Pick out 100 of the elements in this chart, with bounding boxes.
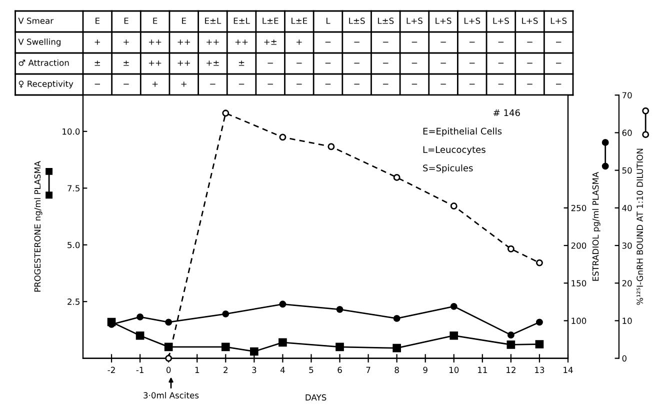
text: +± <box>264 40 276 45</box>
text: − <box>268 84 273 85</box>
text: − <box>383 62 388 64</box>
text: L±S <box>378 18 394 24</box>
text: ++ <box>178 40 190 45</box>
text: ++ <box>148 40 162 45</box>
text: − <box>296 84 302 85</box>
text: − <box>210 84 216 85</box>
annotation: # 146 <box>494 109 520 116</box>
text: ± <box>238 60 244 66</box>
x-tick-label: 13 <box>535 366 544 374</box>
text: L+S <box>406 18 422 24</box>
y3-axis-title: %¹²⁵I-GnRH BOUND AT 1:10 DILUTION <box>636 148 643 305</box>
text: L+S <box>493 18 509 24</box>
text: − <box>412 84 418 85</box>
text: + <box>296 40 302 45</box>
text: − <box>354 42 360 43</box>
y2-tick-label: 200 <box>571 242 586 249</box>
text: − <box>556 42 562 43</box>
text: − <box>498 62 504 64</box>
y-tick-label: 7.5 <box>68 185 80 192</box>
x-tick-label: 1 <box>195 366 199 373</box>
text: − <box>527 42 532 43</box>
text: − <box>556 84 562 85</box>
text: 3·0ml Ascites <box>144 392 199 398</box>
text: − <box>527 84 532 85</box>
text: ++ <box>235 40 248 45</box>
text: E <box>153 18 158 24</box>
text: − <box>498 84 504 85</box>
x-tick-label: 0 <box>166 366 171 374</box>
text: − <box>124 84 129 85</box>
y-tick-label: 2.5 <box>68 298 80 305</box>
y-tick-label: ♂ Attraction <box>18 59 69 66</box>
text: + <box>94 40 100 45</box>
y3-tick-label: 20 <box>622 280 632 286</box>
text: − <box>412 62 418 64</box>
text: +± <box>206 60 219 66</box>
x-tick-label: 9 <box>423 366 428 374</box>
y-axis-title: PROGESTERONE ng/ml PLASMA <box>34 161 42 292</box>
y3-tick-label: 50 <box>622 167 632 174</box>
text: − <box>498 42 504 43</box>
y-tick-label: V Smear <box>18 18 54 24</box>
text: − <box>325 84 331 85</box>
y3-tick-label: 0 <box>622 355 626 362</box>
annotation: S=Spicules <box>423 164 473 174</box>
text: − <box>268 62 273 64</box>
y2-tick-label: 100 <box>572 318 586 324</box>
text: − <box>383 84 388 85</box>
x-tick-label: 2 <box>224 366 228 373</box>
annotation: L=Leucocytes <box>423 146 486 155</box>
text: − <box>440 62 446 64</box>
text: ± <box>124 60 129 66</box>
x-tick-label: 11 <box>478 366 487 373</box>
text: − <box>383 42 388 43</box>
text: − <box>238 84 244 85</box>
x-tick-label: 7 <box>366 366 370 373</box>
text: + <box>124 40 129 45</box>
text: ± <box>94 60 100 66</box>
text: ++ <box>148 60 162 66</box>
text: E <box>96 18 100 24</box>
text: L±S <box>349 18 365 24</box>
text: − <box>470 42 475 43</box>
text: − <box>325 62 331 64</box>
y-tick-label: ♀ Receptivity <box>18 80 74 89</box>
text: L±E <box>262 18 278 24</box>
x-tick-label: 5 <box>309 366 314 374</box>
text: − <box>354 62 360 64</box>
annotation: E=Epithelial Cells <box>423 128 502 136</box>
x-axis-title: DAYS <box>306 394 326 401</box>
x-tick-label: -2 <box>108 366 115 373</box>
text: ++ <box>178 60 190 66</box>
y3-tick-label: 60 <box>622 130 632 136</box>
text: − <box>296 62 302 64</box>
text: − <box>470 84 475 85</box>
text: E <box>124 18 128 24</box>
y-tick-label: 5.0 <box>68 242 80 248</box>
y3-tick-label: 30 <box>622 242 632 249</box>
text: + <box>181 82 186 87</box>
text: − <box>412 42 418 43</box>
y-tick-label: V Swelling <box>18 38 60 47</box>
text: − <box>354 84 360 85</box>
x-tick-label: 3 <box>252 366 256 374</box>
text: E±L <box>234 18 250 24</box>
text: E±L <box>205 18 222 24</box>
text: L+S <box>436 18 452 24</box>
x-tick-label: 4 <box>280 366 285 373</box>
y2-axis-title: ESTRADIOL pg/ml PLASMA <box>592 172 600 281</box>
text: − <box>440 84 446 85</box>
text: − <box>325 42 331 43</box>
x-tick-label: 10 <box>449 366 459 374</box>
x-tick-label: -1 <box>136 366 144 373</box>
text: − <box>556 62 562 64</box>
x-tick-label: 6 <box>338 366 342 374</box>
text: L±E <box>292 18 308 24</box>
x-tick-label: 12 <box>506 366 516 373</box>
text: − <box>440 42 446 43</box>
text: L+S <box>464 18 480 24</box>
text: L+S <box>550 18 567 24</box>
x-tick-label: 8 <box>394 366 399 374</box>
y2-tick-label: 250 <box>571 204 586 212</box>
